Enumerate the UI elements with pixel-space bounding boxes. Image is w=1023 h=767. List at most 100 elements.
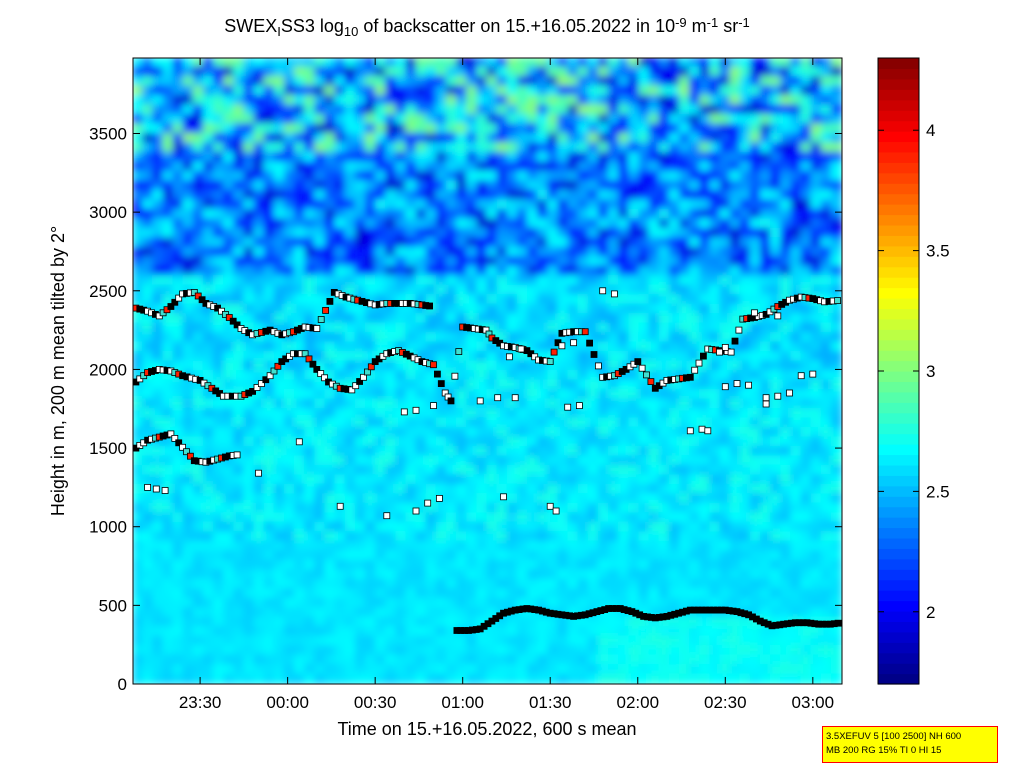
colorbar-band xyxy=(878,579,919,591)
scatter-marker xyxy=(611,290,618,298)
layer-marker xyxy=(313,325,321,332)
layer-marker xyxy=(233,321,241,329)
scatter-marker xyxy=(809,370,817,378)
y-tick-label: 0 xyxy=(118,675,127,694)
colorbar-band xyxy=(878,183,919,195)
layer-marker xyxy=(321,374,329,382)
colorbar-band xyxy=(878,277,919,289)
colorbar-band xyxy=(878,600,919,612)
heatmap xyxy=(133,58,842,684)
colorbar-band xyxy=(878,631,919,643)
layer-marker xyxy=(643,371,650,379)
colorbar-band xyxy=(878,89,919,101)
colorbar-band xyxy=(878,527,919,539)
colorbar-band xyxy=(878,464,919,476)
layer-marker xyxy=(691,366,699,374)
layer-marker xyxy=(735,326,743,334)
scatter-marker xyxy=(546,502,554,510)
colorbar-band xyxy=(878,381,919,393)
x-tick-label: 01:00 xyxy=(441,693,484,712)
colorbar-band xyxy=(878,506,919,518)
layer-marker xyxy=(326,297,334,305)
chart-title: SWEXISS3 log10 of backscatter on 15.+16.… xyxy=(224,15,750,39)
layer-3 xyxy=(133,288,434,339)
layer-marker xyxy=(167,303,175,310)
colorbar-band xyxy=(878,162,919,174)
colorbar-band xyxy=(878,610,919,622)
layer-marker xyxy=(433,370,441,378)
scatter-marker xyxy=(494,394,502,402)
colorbar-band xyxy=(878,110,919,122)
colorbar-band xyxy=(878,256,919,268)
scatter-marker xyxy=(161,487,169,494)
scatter-marker xyxy=(721,383,729,391)
layer-marker xyxy=(233,451,241,459)
scatter-marker xyxy=(558,342,566,350)
layer-marker xyxy=(695,359,703,367)
y-tick-label: 500 xyxy=(99,596,127,615)
x-tick-label: 02:30 xyxy=(704,693,747,712)
layer-marker xyxy=(647,378,655,386)
scatter-marker xyxy=(412,507,420,515)
layer-marker xyxy=(586,339,593,347)
scatter-marker xyxy=(774,312,782,320)
colorbar: 2 2.5 3 3.5 4 xyxy=(877,57,950,685)
layer-marker xyxy=(430,361,437,369)
title-part-4: of backscatter on 15.+16.05.2022 in 10 xyxy=(358,16,675,36)
scatter-marker xyxy=(762,394,770,402)
layer-marker xyxy=(171,298,179,306)
layer-0 xyxy=(453,605,842,634)
layer-marker xyxy=(249,387,257,395)
colorbar-band xyxy=(878,193,919,205)
colorbar-band xyxy=(878,621,919,633)
layer-marker xyxy=(309,360,317,368)
scatter-marker xyxy=(295,438,303,446)
layer-marker xyxy=(352,382,360,390)
colorbar-band xyxy=(878,329,919,341)
layer-marker xyxy=(546,358,554,366)
layer-marker xyxy=(834,619,842,627)
colorbar-tick-label: 4 xyxy=(926,121,935,140)
scatter-marker xyxy=(500,493,507,501)
colorbar-band xyxy=(878,172,919,184)
layer-marker xyxy=(590,351,598,358)
layer-marker xyxy=(595,362,602,370)
scatter-marker xyxy=(383,512,391,520)
layer-marker xyxy=(171,434,179,442)
colorbar-band xyxy=(878,652,919,664)
scatter-marker xyxy=(430,402,437,410)
title-part-0: SWEX xyxy=(224,16,277,36)
layer-marker xyxy=(175,294,183,302)
scatter-marker xyxy=(686,427,694,435)
colorbar-band xyxy=(878,120,919,132)
scatter-marker xyxy=(762,400,770,408)
parameter-line-1: 3.5XEFUV 5 [100 2500] NH 600 xyxy=(826,731,962,742)
colorbar-band xyxy=(878,350,919,362)
layer-marker xyxy=(301,350,309,358)
scatter-marker xyxy=(144,483,152,491)
y-tick-label: 3500 xyxy=(89,124,127,143)
layer-marker xyxy=(229,317,237,325)
colorbar-band xyxy=(878,287,919,299)
title-part-2: SS3 log xyxy=(281,16,344,36)
colorbar-band xyxy=(878,235,919,247)
colorbar-band xyxy=(878,412,919,424)
scatter-marker xyxy=(152,485,160,493)
layer-marker xyxy=(186,452,194,460)
layer-marker xyxy=(257,380,265,388)
scatter-marker xyxy=(564,403,572,411)
scatter-marker xyxy=(412,406,420,414)
y-axis: 0 500 1000 1500 2000 2500 3000 3500 xyxy=(89,124,842,694)
colorbar-band xyxy=(878,245,919,257)
layer-marker xyxy=(550,348,558,356)
x-axis-label: Time on 15.+16.05.2022, 600 s mean xyxy=(337,719,636,739)
colorbar-band xyxy=(878,371,919,383)
layer-marker xyxy=(194,292,202,300)
layer-marker xyxy=(437,380,445,388)
colorbar-band xyxy=(878,360,919,372)
layer-marker xyxy=(727,348,735,356)
colorbar-band xyxy=(878,68,919,80)
layer-marker xyxy=(225,314,233,321)
colorbar-band xyxy=(878,391,919,403)
